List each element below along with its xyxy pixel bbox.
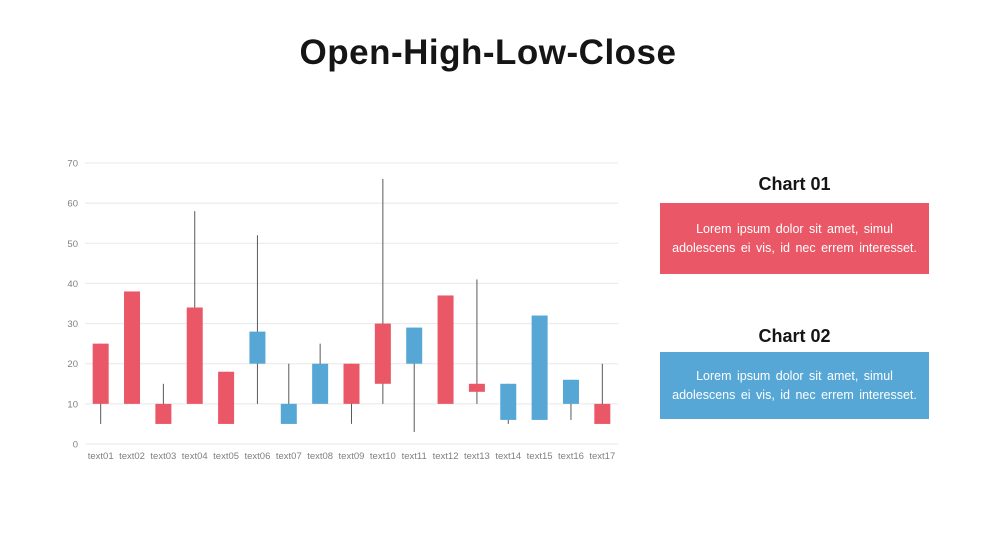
x-axis-label: text14: [495, 451, 521, 462]
candle-body: [374, 323, 391, 384]
candle-text08: [312, 343, 329, 404]
candle-body: [124, 291, 141, 404]
x-axis-label: text17: [589, 451, 615, 462]
y-axis-label: 0: [73, 440, 78, 451]
candle-text10: [374, 179, 391, 404]
x-axis-label: text16: [558, 451, 584, 462]
candle-text17: [594, 363, 611, 424]
x-axis-label: text10: [370, 451, 396, 462]
candle-text13: [468, 279, 485, 404]
candle-body: [249, 331, 266, 364]
candle-body: [468, 383, 485, 392]
candle-body: [437, 295, 454, 404]
card-text-chart02: Lorem ipsum dolor sit amet, simul adoles…: [672, 368, 917, 402]
slide-title: Open-High-Low-Close: [299, 33, 677, 72]
y-axis-label: 50: [67, 239, 78, 250]
candle-text09: [343, 363, 360, 424]
candle-text11: [406, 327, 423, 432]
candle-text05: [218, 371, 235, 424]
candle-body: [186, 307, 203, 404]
candle-text04: [186, 211, 203, 404]
candle-body: [312, 363, 329, 404]
candle-text03: [155, 383, 172, 424]
x-axis-label: text12: [433, 451, 459, 462]
y-axis-label: 30: [67, 319, 78, 330]
candles: [92, 179, 611, 432]
x-axis-label: text11: [402, 451, 427, 462]
x-axis-label: text05: [213, 451, 239, 462]
card-box-chart01: Lorem ipsum dolor sit amet, simul adoles…: [660, 203, 929, 274]
card-heading-chart01: Chart 01: [758, 174, 831, 194]
candle-text12: [437, 295, 454, 404]
x-axis-label: text09: [339, 451, 365, 462]
x-axis-label: text13: [464, 451, 490, 462]
candle-text14: [500, 383, 517, 424]
candle-text06: [249, 235, 266, 404]
x-axis-label: text04: [182, 451, 208, 462]
candle-body: [218, 371, 235, 424]
card-text-chart01: Lorem ipsum dolor sit amet, simul adoles…: [672, 221, 917, 255]
y-axis-label: 10: [67, 399, 78, 410]
candle-text15: [531, 315, 548, 420]
x-axis-label: text15: [527, 451, 553, 462]
candle-text02: [124, 291, 141, 404]
candle-text07: [280, 363, 297, 424]
x-axis: text01 text02 text03 text04 text05 text06 text…: [88, 451, 616, 462]
y-axis-label: 20: [67, 359, 78, 370]
candle-body: [406, 327, 423, 364]
candle-body: [594, 403, 611, 424]
card-box-chart02: Lorem ipsum dolor sit amet, simul adoles…: [660, 352, 929, 419]
x-axis-label: text06: [244, 451, 270, 462]
candle-body: [500, 383, 517, 420]
y-axis-label: 60: [67, 199, 78, 210]
candle-body: [280, 403, 297, 424]
x-axis-label: text03: [150, 451, 176, 462]
y-axis-label: 40: [67, 279, 78, 290]
candle-body: [155, 403, 172, 424]
candle-body: [343, 363, 360, 404]
candle-text16: [562, 379, 579, 420]
card-heading-chart02: Chart 02: [758, 326, 831, 346]
x-axis-label: text08: [307, 451, 333, 462]
x-axis-label: text07: [276, 451, 302, 462]
candle-body: [562, 379, 579, 404]
y-axis: 0 10 20 30 40 50 60 70: [67, 159, 78, 451]
y-axis-label: 70: [67, 159, 78, 170]
x-axis-label: text02: [119, 451, 145, 462]
x-axis-label: text01: [88, 451, 114, 462]
candle-body: [92, 343, 109, 404]
side-panel: Chart 01 Lorem ipsum dolor sit amet, sim…: [660, 173, 929, 419]
candle-body: [531, 315, 548, 420]
candle-text01: [92, 343, 109, 424]
ohlc-chart: 0 10 20 30 40 50 60 70 text01 text02 text03 text04 t…: [60, 150, 635, 470]
